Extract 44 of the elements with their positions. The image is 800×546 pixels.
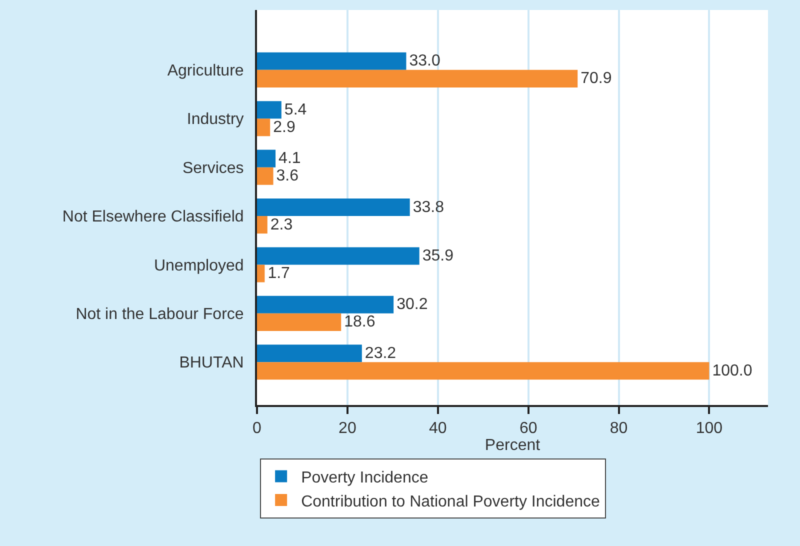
x-tick-label: 0 — [252, 420, 262, 438]
bar — [257, 247, 420, 265]
data-label: 23.2 — [364, 344, 396, 362]
data-label: 33.0 — [409, 52, 440, 70]
bar — [257, 70, 578, 88]
bar — [257, 198, 410, 216]
x-tick-label: 60 — [519, 420, 538, 438]
y-tick-label: Not in the Labour Force — [76, 306, 244, 324]
bar — [257, 296, 394, 314]
bar — [257, 150, 276, 168]
x-tick-label: 40 — [428, 420, 447, 438]
x-tick-label: 100 — [696, 420, 723, 438]
data-label: 4.1 — [278, 150, 301, 168]
y-tick-label: Services — [182, 160, 244, 177]
bar — [257, 313, 342, 331]
bar — [257, 264, 265, 282]
data-label: 1.7 — [268, 264, 290, 282]
data-label: 33.8 — [412, 198, 444, 216]
data-label: 2.9 — [273, 118, 296, 136]
data-label: 2.3 — [270, 216, 293, 234]
y-tick-label: Industry — [186, 111, 244, 128]
x-tick-label: 80 — [610, 420, 628, 438]
bar — [257, 118, 270, 136]
bar — [257, 362, 710, 380]
x-axis-title: Percent — [484, 437, 541, 454]
y-tick-label: BHUTAN — [179, 354, 244, 372]
y-tick-label: Unemployed — [154, 257, 244, 274]
bar — [257, 167, 274, 185]
data-label: 100.0 — [712, 362, 752, 380]
x-tick-label: 20 — [338, 420, 356, 438]
data-label: 5.4 — [284, 101, 307, 118]
data-label: 18.6 — [344, 314, 376, 331]
y-tick-label: Agriculture — [167, 62, 244, 80]
legend-label: Poverty Incidence — [301, 469, 428, 486]
data-label: 70.9 — [580, 70, 612, 88]
bar — [257, 216, 268, 234]
bar — [257, 52, 406, 70]
y-tick-label: Not Elsewhere Classifield — [62, 208, 244, 226]
data-label: 3.6 — [276, 168, 299, 185]
bar — [257, 101, 282, 119]
data-label: 35.9 — [422, 247, 454, 264]
data-label: 30.2 — [396, 296, 428, 314]
legend-label: Contribution to National Poverty Incidence — [301, 493, 600, 510]
bar — [257, 344, 362, 362]
